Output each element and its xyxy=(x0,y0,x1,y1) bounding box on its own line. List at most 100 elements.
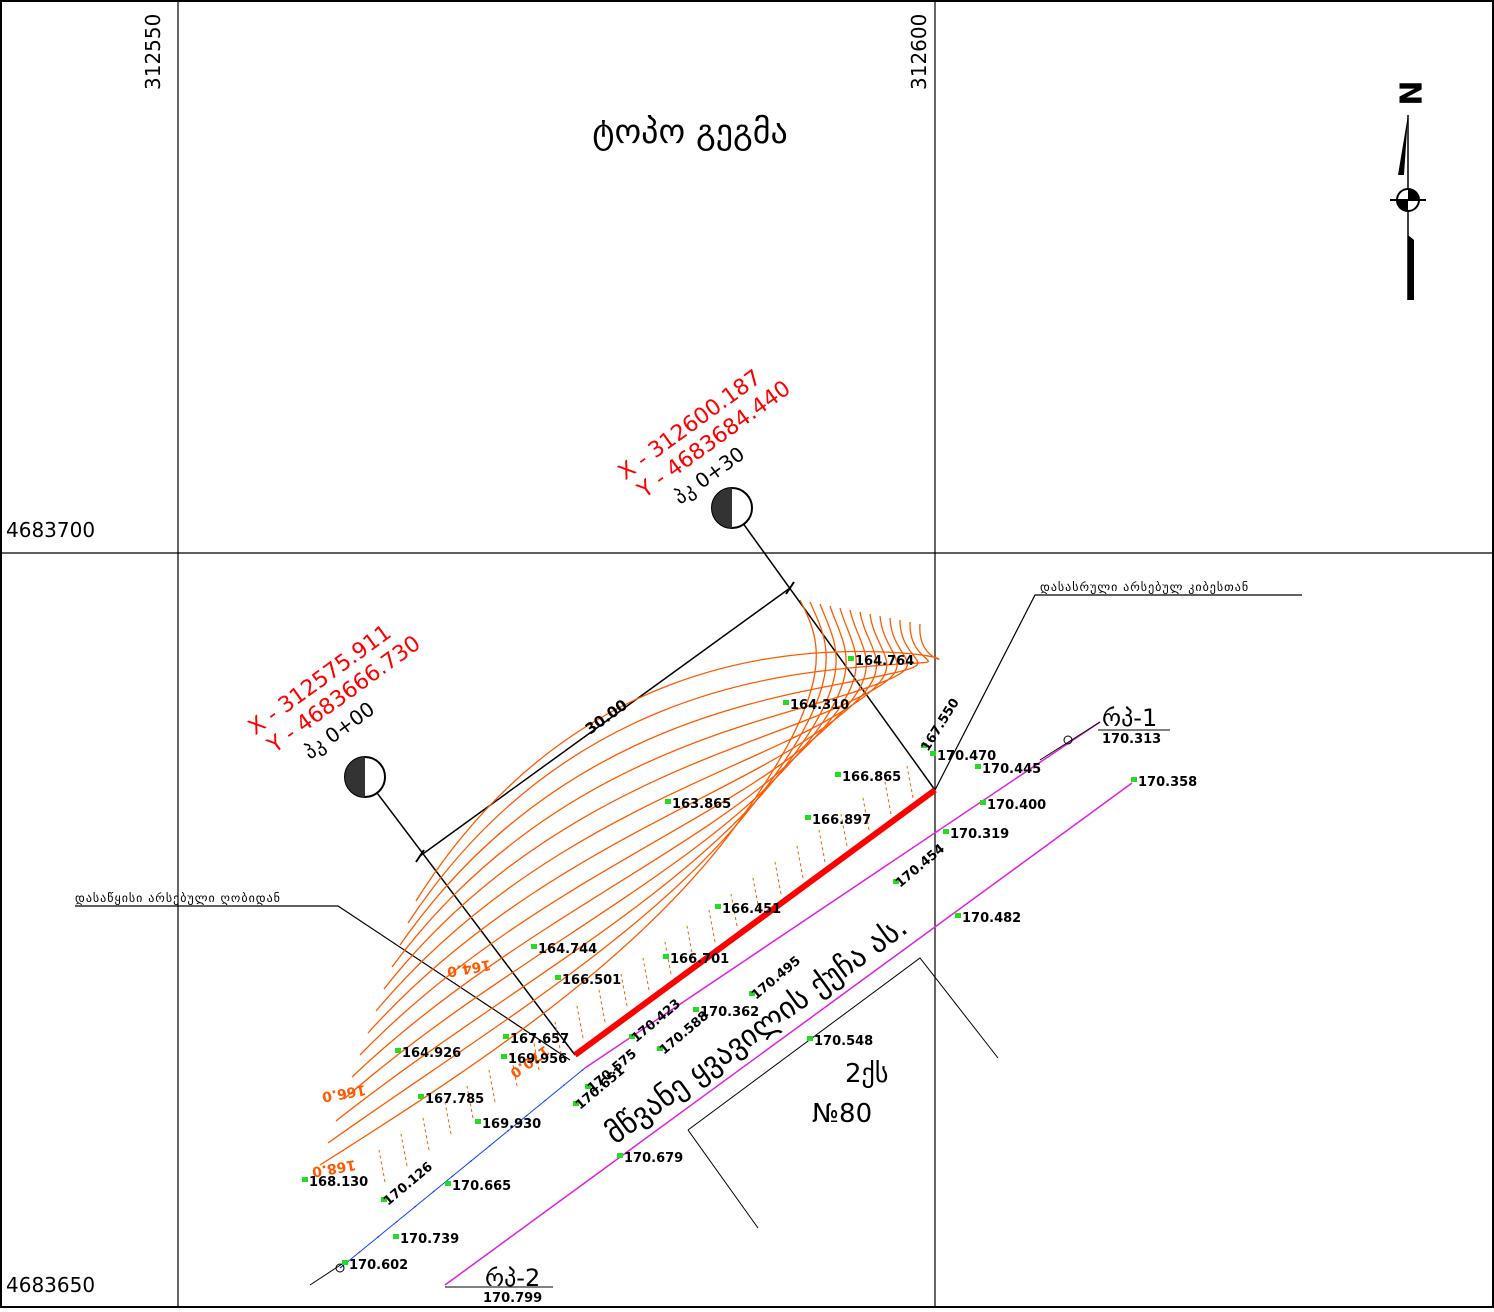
spot-height: 170.319 xyxy=(950,827,1009,842)
contour-label: 168.0 xyxy=(310,1156,357,1179)
station-marker xyxy=(344,756,386,798)
leader xyxy=(75,905,571,1061)
spot-marker xyxy=(749,991,755,996)
north-label: N xyxy=(1392,80,1427,105)
grid-label: 312600 xyxy=(907,14,931,90)
spot-height: 166.451 xyxy=(722,902,781,917)
spot-height: 166.701 xyxy=(670,952,729,967)
spot-marker xyxy=(693,1007,699,1012)
station-line xyxy=(364,776,576,1056)
spot-marker xyxy=(555,975,561,980)
spot-marker xyxy=(381,1197,387,1202)
spot-height: 164.926 xyxy=(402,1046,461,1061)
dimension-tick xyxy=(415,849,425,863)
benchmark-label: რპ-2 xyxy=(485,1264,540,1292)
note: დასასრული არსებულ კიბესთან xyxy=(1040,580,1249,594)
spot-marker xyxy=(475,1119,481,1124)
axis-line xyxy=(573,787,937,1058)
spot-marker xyxy=(585,1084,591,1089)
spot-height: 169.956 xyxy=(508,1052,567,1067)
spot-marker xyxy=(629,1034,635,1039)
spot-marker xyxy=(930,751,936,756)
spot-marker xyxy=(503,1034,509,1039)
spot-marker xyxy=(445,1181,451,1186)
grid-label: 312550 xyxy=(141,14,165,90)
spot-height: 170.362 xyxy=(700,1005,759,1020)
spot-height: 166.865 xyxy=(842,770,901,785)
spot-marker xyxy=(302,1177,308,1182)
spot-marker xyxy=(893,879,899,884)
contour xyxy=(415,623,940,902)
contour xyxy=(391,617,909,968)
title: ტოპო გეგმა xyxy=(592,112,788,152)
benchmark-elevation: 170.799 xyxy=(483,1291,542,1306)
contour xyxy=(407,621,929,924)
spot-height: 164.744 xyxy=(538,942,597,957)
spot-height: 170.548 xyxy=(814,1034,873,1049)
bm-line xyxy=(309,1261,346,1286)
contour xyxy=(335,603,837,1122)
spot-height: 170.602 xyxy=(349,1258,408,1273)
spot-height: 167.785 xyxy=(425,1092,484,1107)
street-edge xyxy=(584,721,1101,1069)
contour xyxy=(359,609,867,1056)
spot-height: 166.501 xyxy=(562,973,621,988)
contour xyxy=(343,605,847,1100)
north-arrow xyxy=(1390,115,1426,300)
contour xyxy=(319,599,817,1166)
contour xyxy=(351,607,857,1078)
spot-height: 169.930 xyxy=(482,1117,541,1132)
spot-marker xyxy=(943,829,949,834)
building-floors: 2ქს xyxy=(845,1059,888,1089)
spot-height: 170.679 xyxy=(624,1151,683,1166)
benchmark xyxy=(335,1263,345,1273)
spot-height: 170.470 xyxy=(937,749,996,764)
spot-marker xyxy=(342,1260,348,1265)
spot-marker xyxy=(617,1153,623,1158)
spot-height: 168.130 xyxy=(309,1175,368,1190)
spot-marker xyxy=(573,1101,579,1106)
dimension-line xyxy=(419,587,791,857)
street-edge xyxy=(444,782,1133,1286)
spot-height: 170.358 xyxy=(1138,775,1197,790)
benchmark xyxy=(1063,735,1073,745)
spot-marker xyxy=(531,944,537,949)
dimension-tick xyxy=(785,581,795,595)
spot-marker xyxy=(657,1046,663,1051)
note: დასაწყისი არსებული ღობიდან xyxy=(75,891,281,905)
spot-marker xyxy=(663,954,669,959)
spot-marker xyxy=(715,904,721,909)
spot-marker xyxy=(395,1048,401,1053)
contour xyxy=(383,615,898,990)
fence-line xyxy=(339,1067,586,1269)
spot-marker xyxy=(783,700,789,705)
spot-marker xyxy=(921,743,927,748)
grid-label: 4683700 xyxy=(6,518,95,542)
bm-line xyxy=(1039,721,1101,761)
leader xyxy=(934,594,1302,791)
spot-marker xyxy=(501,1054,507,1059)
contour xyxy=(399,619,919,946)
spot-height: 170.400 xyxy=(987,798,1046,813)
spot-marker xyxy=(1131,777,1137,782)
spot-marker xyxy=(418,1094,424,1099)
spot-marker xyxy=(807,1036,813,1041)
grid-label: 4683650 xyxy=(6,1273,95,1297)
station-line xyxy=(731,507,936,791)
contour xyxy=(375,613,888,1012)
spot-marker xyxy=(805,815,811,820)
spot-height: 170.739 xyxy=(400,1232,459,1247)
spot-height: 164.764 xyxy=(855,654,914,669)
station-marker xyxy=(711,487,753,529)
contour-label: 164.0 xyxy=(445,956,492,979)
spot-marker xyxy=(848,656,854,661)
spot-marker xyxy=(980,800,986,805)
spot-height: 170.445 xyxy=(982,762,1041,777)
spot-height: 164.310 xyxy=(790,698,849,713)
spot-marker xyxy=(393,1234,399,1239)
spot-marker xyxy=(835,772,841,777)
contour xyxy=(367,611,878,1034)
building-number: №80 xyxy=(812,1099,872,1129)
